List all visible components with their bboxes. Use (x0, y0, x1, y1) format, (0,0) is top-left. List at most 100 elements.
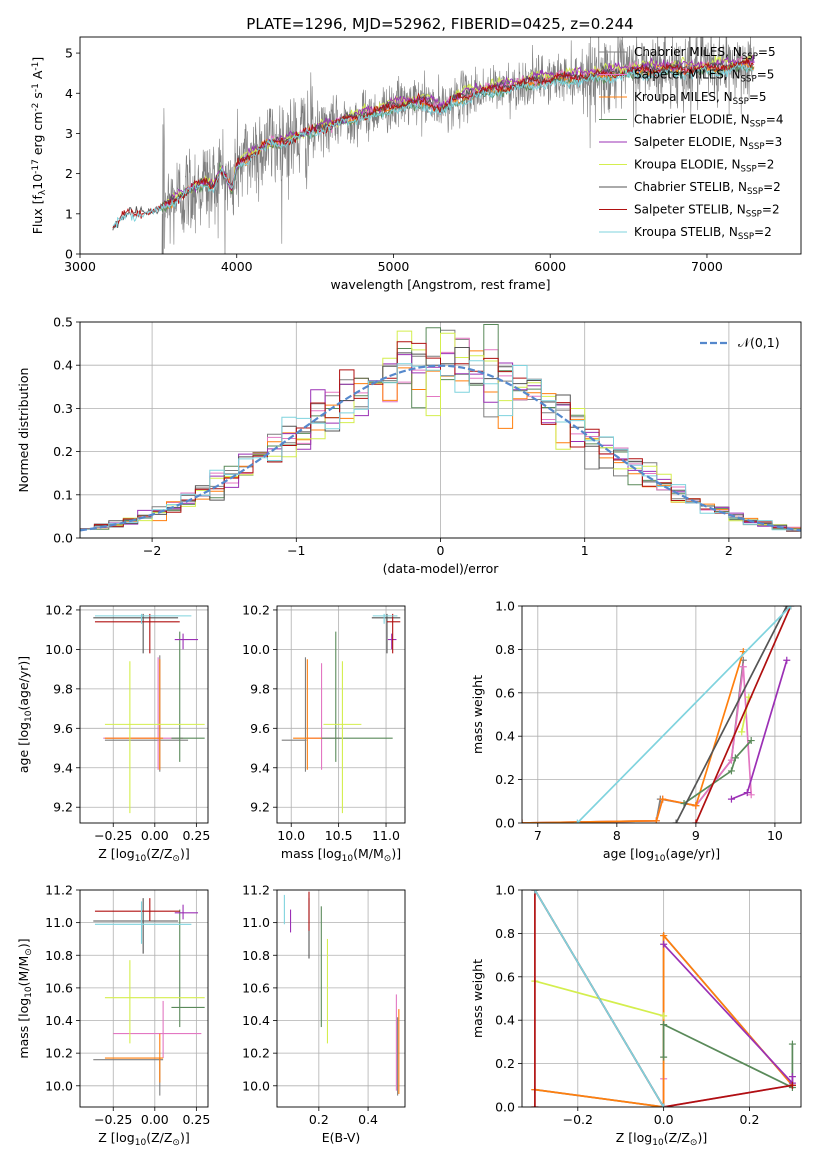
weight-marker (747, 737, 755, 745)
errorbar-point (113, 1000, 202, 1059)
weight-marker (743, 789, 751, 797)
weight-marker (660, 1021, 668, 1029)
legend-label: Kroupa STELIB, NSSP=2 (634, 225, 772, 242)
weight-marker (787, 606, 795, 610)
weight-marker (788, 1040, 796, 1048)
plot-layer: 3000 4000 5000 6000 7000 0 1 2 3 4 5 wavelength [An… (16, 36, 802, 1149)
weight-line (675, 606, 788, 823)
x-tick-label: 10 (767, 828, 783, 843)
x-axis-label: wavelength [Angstrom, rest frame] (330, 277, 550, 292)
x-axis-label: Z [log10(Z/Z⊙)] (98, 846, 189, 864)
x-tick-label: 5000 (378, 259, 410, 274)
weight-marker (531, 890, 539, 894)
weight-marker (731, 754, 739, 762)
weight-marker (692, 819, 700, 823)
y-tick-label: 0.0 (495, 816, 515, 831)
errorbar-point (372, 613, 398, 624)
axis-group-mass-vs-z: −0.25 0.00 0.25 10.0 10.2 10.4 10.6 10.8 11.0 11.… (16, 883, 210, 1149)
axes-weights-vs-age: 7 8 9 10 0.0 0.2 0.4 0.6 0.8 1.0 age [log10(age/yr… (470, 599, 802, 864)
errorbar-point (104, 661, 205, 814)
y-tick-label: 10.2 (242, 602, 270, 617)
x-tick-label: 0.25 (182, 1112, 210, 1127)
y-tick-label: 0.1 (53, 487, 73, 502)
axis-group-spectrum: 3000 4000 5000 6000 7000 0 1 2 3 4 5 wavelength [An… (30, 46, 723, 292)
axis-group-residuals: −2 −1 0 1 2 0.0 0.1 0.2 0.3 0.4 0.5 (data-model)/er… (16, 315, 733, 577)
axis-group-age-vs-mass: 10.0 10.5 11.0 9.2 9.4 9.6 9.8 10.0 10.2 mass [lo… (242, 602, 401, 864)
y-tick-label: 10.0 (242, 642, 270, 657)
legend-label: Salpeter MILES, NSSP=5 (634, 68, 774, 85)
x-axis-label: (data-model)/error (383, 561, 500, 576)
x-tick-label: 0.00 (141, 1112, 169, 1127)
y-tick-label: 4 (65, 86, 73, 101)
plot-area-mass-vs-z (93, 898, 205, 1096)
weight-marker (727, 795, 735, 803)
x-tick-label: 1 (581, 543, 589, 558)
x-axis-label: mass [log10(M/M⊙)] (281, 846, 401, 864)
x-axis-label: Z [log10(Z/Z⊙)] (98, 1130, 189, 1148)
axes-frame (79, 605, 209, 824)
errorbar-point (386, 613, 401, 654)
y-tick-label: 0.2 (53, 444, 73, 459)
errorbar-point (323, 661, 362, 814)
y-tick-label: 9.2 (53, 800, 73, 815)
weight-marker (739, 663, 747, 671)
axes-age-vs-z: −0.25 0.00 0.25 9.2 9.4 9.6 9.8 10.0 10.2 Z [log1… (16, 602, 210, 864)
errorbar-point (174, 633, 199, 650)
y-tick-label: 0.3 (53, 401, 73, 416)
weight-line (576, 606, 792, 823)
y-tick-label: 1 (65, 206, 73, 221)
y-tick-label: 9.6 (53, 721, 73, 736)
x-tick-label: 8 (613, 828, 621, 843)
x-tick-label: 0.4 (358, 1112, 378, 1127)
weight-line (534, 890, 665, 1107)
errorbar-point (104, 960, 205, 1044)
y-axis-label: mass weight (470, 675, 485, 754)
y-tick-label: 10.4 (242, 1013, 270, 1028)
plot-area-age-vs-mass (281, 613, 401, 814)
x-tick-label: 0 (437, 543, 445, 558)
weight-marker (747, 791, 755, 799)
y-tick-label: 0.0 (53, 531, 73, 546)
x-tick-label: −2 (143, 543, 161, 558)
x-tick-label: 0.2 (309, 1112, 329, 1127)
weight-marker (692, 802, 700, 810)
x-tick-label: 7 (534, 828, 542, 843)
errorbar-point (93, 613, 179, 654)
y-tick-label: 0.6 (495, 969, 515, 984)
y-tick-label: 0.0 (495, 1100, 515, 1115)
axis-group-age-vs-z: −0.25 0.00 0.25 9.2 9.4 9.6 9.8 10.0 10.2 Z [log1… (16, 602, 210, 864)
y-tick-label: 10.2 (45, 602, 73, 617)
x-tick-label: 11.0 (372, 828, 400, 843)
weight-marker (727, 767, 735, 775)
y-tick-label: 10.8 (45, 948, 73, 963)
y-tick-label: 0.8 (495, 642, 515, 657)
y-tick-label: 9.6 (250, 721, 270, 736)
legend-label: 𝒩(0,1) (738, 335, 780, 350)
weight-marker (660, 932, 668, 940)
y-tick-label: 2 (65, 166, 73, 181)
y-tick-label: 0.6 (495, 685, 515, 700)
y-tick-label: 10.6 (45, 980, 73, 995)
plot-area-spectrum (112, 37, 755, 254)
y-tick-label: 0.2 (495, 1056, 515, 1071)
y-tick-label: 11.0 (242, 915, 270, 930)
errorbar-point (94, 898, 180, 921)
y-tick-label: 0.4 (495, 729, 515, 744)
legend-label: Chabrier STELIB, NSSP=2 (634, 180, 781, 197)
y-tick-label: 10.4 (45, 1013, 73, 1028)
y-tick-label: 0.8 (495, 926, 515, 941)
y-tick-label: 9.8 (250, 681, 270, 696)
weight-marker (660, 1012, 668, 1020)
x-tick-label: 10.0 (277, 828, 305, 843)
axis-group-weights-vs-z: −0.2 0.0 0.2 0.0 0.2 0.4 0.6 0.8 1.0 Z [log10(Z/Z… (470, 883, 759, 1149)
weight-marker (660, 940, 668, 948)
x-tick-label: 9 (692, 828, 700, 843)
axes-frame (521, 889, 802, 1108)
axes-frame (79, 36, 802, 255)
axes-frame (521, 605, 802, 824)
errorbar-point (174, 904, 199, 920)
weight-marker (788, 1081, 796, 1089)
weight-marker (788, 1073, 796, 1081)
errorbar-point (94, 613, 180, 654)
